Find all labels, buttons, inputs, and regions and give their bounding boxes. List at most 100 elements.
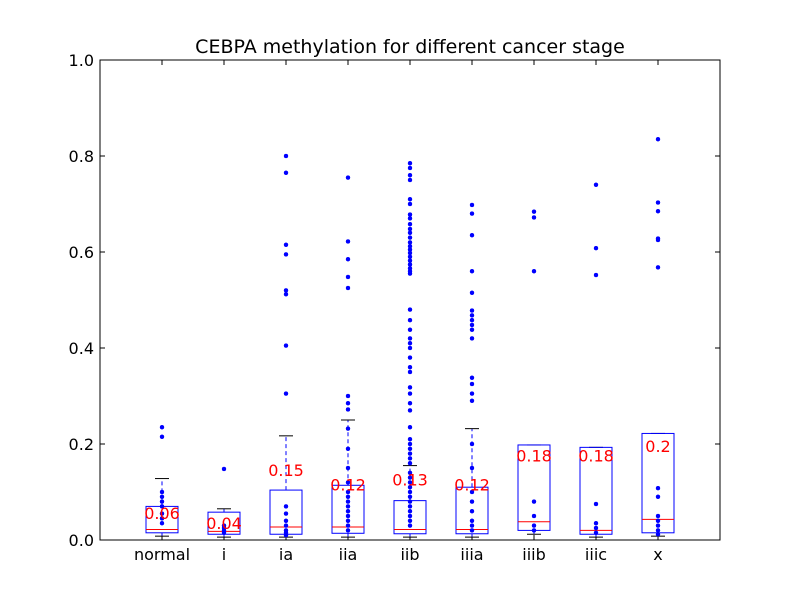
- flier-point: [407, 355, 413, 360]
- flier-point: [407, 235, 413, 240]
- flier-point: [407, 165, 413, 171]
- flier-point: [407, 216, 413, 221]
- data-label: 0.04: [206, 514, 242, 533]
- x-tick-label: iiic: [585, 545, 607, 564]
- flier-point: [345, 523, 351, 528]
- flier-point: [345, 499, 351, 504]
- x-tick-label: i: [222, 545, 226, 564]
- flier-point: [655, 531, 661, 537]
- flier-point: [283, 518, 289, 524]
- data-label: 0.18: [516, 447, 552, 466]
- flier-point: [283, 532, 289, 538]
- flier-point: [469, 211, 475, 216]
- flier-point: [345, 274, 351, 280]
- flier-point: [407, 518, 413, 524]
- flier-point: [345, 239, 351, 244]
- flier-point: [407, 254, 413, 260]
- x-tick-label: iiia: [460, 545, 483, 564]
- flier-point: [469, 313, 475, 318]
- flier-point: [469, 375, 475, 381]
- flier-point: [655, 513, 661, 519]
- flier-point: [469, 327, 475, 333]
- flier-point: [345, 480, 351, 485]
- flier-point: [593, 525, 599, 531]
- flier-point: [407, 212, 413, 217]
- flier-point: [655, 208, 661, 214]
- flier-point: [283, 288, 289, 293]
- flier-point: [345, 407, 351, 412]
- flier-point: [407, 364, 413, 370]
- flier-point: [345, 256, 351, 262]
- flier-point: [469, 391, 475, 396]
- flier-point: [407, 262, 413, 267]
- flier-point: [407, 513, 413, 519]
- flier-point: [159, 434, 165, 440]
- flier-point: [345, 489, 351, 495]
- flier-point: [469, 518, 475, 524]
- flier-point: [407, 240, 413, 245]
- flier-point: [655, 528, 661, 533]
- flier-point: [407, 456, 413, 461]
- flier-point: [407, 391, 413, 396]
- flier-point: [283, 252, 289, 257]
- flier-point: [469, 489, 475, 495]
- flier-point: [593, 245, 599, 251]
- flier-point: [407, 494, 413, 500]
- y-tick-label: 0.6: [69, 243, 94, 262]
- data-label: 0.2: [645, 437, 670, 456]
- flier-point: [407, 460, 413, 466]
- y-tick-label: 0.2: [69, 435, 94, 454]
- flier-point: [407, 424, 413, 430]
- x-tick-label: x: [653, 545, 662, 564]
- flier-point: [345, 465, 351, 471]
- flier-point: [655, 494, 661, 500]
- flier-point: [531, 528, 537, 533]
- data-label: 0.06: [144, 504, 180, 523]
- flier-point: [407, 340, 413, 346]
- flier-point: [531, 499, 537, 504]
- flier-point: [407, 201, 413, 207]
- flier-point: [283, 391, 289, 396]
- flier-point: [469, 528, 475, 533]
- flier-point: [283, 153, 289, 159]
- flier-point: [593, 520, 599, 526]
- flier-point: [655, 200, 661, 205]
- flier-point: [407, 441, 413, 447]
- flier-point: [531, 513, 537, 519]
- flier-point: [407, 436, 413, 442]
- flier-point: [469, 268, 475, 274]
- flier-point: [407, 327, 413, 333]
- flier-point: [283, 504, 289, 509]
- flier-point: [655, 265, 661, 270]
- flier-point: [469, 202, 475, 208]
- box: [331, 484, 365, 534]
- data-label: 0.18: [578, 447, 614, 466]
- flier-point: [221, 530, 227, 536]
- flier-point: [407, 345, 413, 351]
- flier-point: [469, 381, 475, 387]
- data-label: 0.15: [268, 461, 304, 480]
- flier-point: [593, 501, 599, 507]
- flier-point: [407, 221, 413, 227]
- flier-point: [469, 398, 475, 404]
- flier-point: [407, 523, 413, 528]
- flier-point: [407, 408, 413, 413]
- x-tick-label: ia: [279, 545, 293, 564]
- flier-point: [407, 172, 413, 178]
- flier-point: [469, 523, 475, 528]
- flier-point: [469, 317, 475, 323]
- flier-point: [159, 520, 165, 526]
- flier-point: [407, 470, 413, 476]
- flier-point: [469, 336, 475, 341]
- flier-point: [345, 426, 351, 431]
- flier-point: [345, 494, 351, 500]
- flier-point: [407, 196, 413, 202]
- flier-point: [407, 508, 413, 514]
- flier-point: [531, 209, 537, 214]
- flier-point: [655, 518, 661, 524]
- chart-title: CEBPA methylation for different cancer s…: [195, 36, 625, 58]
- flier-point: [407, 480, 413, 485]
- flier-point: [159, 511, 165, 516]
- flier-point: [469, 508, 475, 514]
- flier-point: [407, 258, 413, 263]
